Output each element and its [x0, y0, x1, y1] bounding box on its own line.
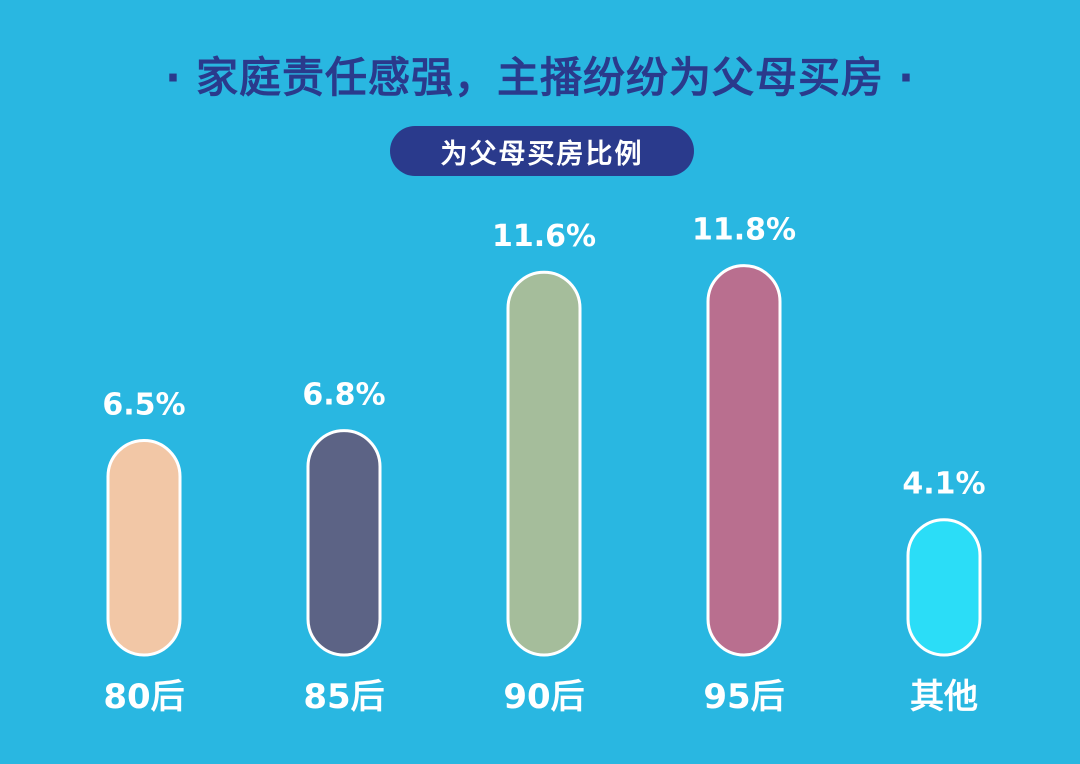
value-label-5: 4.1%: [902, 467, 985, 502]
category-label-5: 其他: [910, 677, 978, 717]
title-dot-left: ·: [165, 53, 182, 102]
bar-3: [506, 270, 582, 657]
category-label-1: 80后: [103, 677, 184, 717]
bars-group: 6.5% 80后 6.8% 85后 11.6% 90后 11.8% 95后 4.1% 其他: [102, 213, 985, 717]
value-label-1: 6.5%: [102, 388, 185, 423]
value-label-2: 6.8%: [302, 378, 385, 413]
bar-4: [706, 264, 782, 657]
category-label-4: 95后: [703, 677, 784, 717]
bar-2: [306, 429, 382, 657]
title-dot-right: ·: [898, 53, 915, 102]
bar-1: [106, 439, 182, 657]
chart-title: · 家庭责任感强，主播纷纷为父母买房 ·: [0, 44, 1080, 105]
chart-title-text: 家庭责任感强，主播纷纷为父母买房: [195, 53, 884, 102]
category-label-2: 85后: [303, 677, 384, 717]
subtitle-text: 为父母买房比例: [440, 138, 644, 170]
bar-5: [906, 518, 982, 657]
category-label-3: 90后: [503, 677, 584, 717]
value-label-3: 11.6%: [492, 219, 596, 254]
subtitle-badge: 为父母买房比例: [390, 126, 694, 176]
value-label-4: 11.8%: [692, 213, 796, 248]
